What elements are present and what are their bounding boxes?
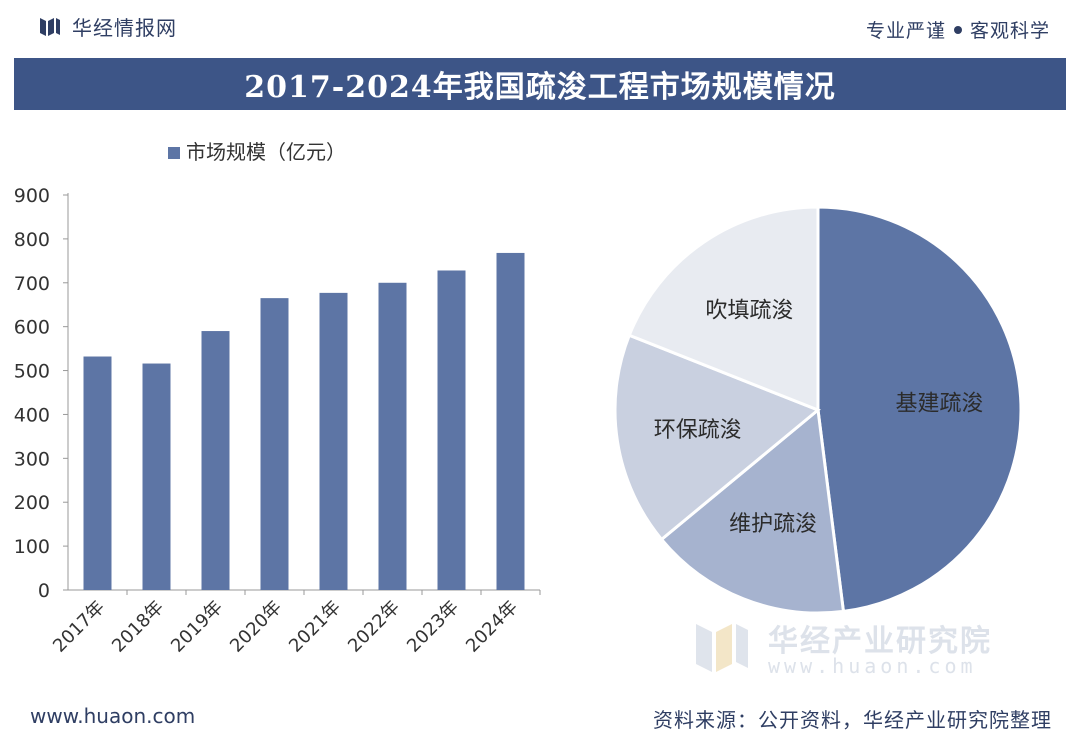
brand-name: 华经情报网 xyxy=(72,16,177,40)
watermark-logo-icon xyxy=(696,624,748,672)
bar xyxy=(437,270,466,590)
watermark-name: 华经产业研究院 xyxy=(768,624,992,659)
tagline-right: 客观科学 xyxy=(969,20,1050,42)
chart-title: 2017-2024年我国疏浚工程市场规模情况 xyxy=(244,70,836,105)
pie-slice xyxy=(627,205,820,413)
x-tick-label: 2024年 xyxy=(462,597,522,657)
x-tick-label: 2018年 xyxy=(108,597,168,657)
x-tick-label: 2022年 xyxy=(344,597,404,657)
y-tick-label: 600 xyxy=(14,317,50,339)
legend-label: 市场规模（亿元） xyxy=(186,140,346,164)
x-tick-label: 2017年 xyxy=(49,597,109,657)
bar xyxy=(378,282,407,590)
pie-slice-label: 吹填疏浚 xyxy=(706,298,794,323)
chart-area: 市场规模（亿元） 0 100 200 300 400 500 600 700 800 900 2017… xyxy=(0,112,1080,702)
pie-slice xyxy=(613,333,821,542)
y-tick-label: 500 xyxy=(14,361,50,383)
huajing-logo-icon xyxy=(40,17,60,36)
bar xyxy=(496,252,525,590)
legend-swatch xyxy=(168,147,180,159)
y-tick-label: 0 xyxy=(38,580,50,602)
footer-source: 资料来源：公开资料，华经产业研究院整理 xyxy=(653,708,1052,732)
y-tick-label: 800 xyxy=(14,229,50,251)
x-tick-label: 2023年 xyxy=(403,597,463,657)
pie-slice xyxy=(816,205,1023,614)
pie-slice xyxy=(659,407,846,615)
brand: 华经情报网 xyxy=(38,12,177,41)
tagline: 专业严谨 客观科学 xyxy=(866,16,1050,43)
footer-url: www.huaon.com xyxy=(30,704,196,728)
bar xyxy=(201,331,230,590)
pie-slice-label: 维护疏浚 xyxy=(729,512,817,537)
x-tick-label: 2020年 xyxy=(226,597,286,657)
x-tick-label: 2019年 xyxy=(167,597,227,657)
charts-canvas: 市场规模（亿元） 0 100 200 300 400 500 600 700 800 900 2017… xyxy=(14,140,1023,657)
bar xyxy=(260,298,289,590)
bar xyxy=(83,356,112,590)
x-tick-label: 2021年 xyxy=(285,597,345,657)
y-tick-label: 900 xyxy=(14,185,50,207)
bar xyxy=(142,363,171,590)
y-tick-label: 300 xyxy=(14,448,50,470)
title-bar: 2017-2024年我国疏浚工程市场规模情况 xyxy=(14,58,1066,110)
pie-slice-label: 环保疏浚 xyxy=(654,418,742,443)
y-tick-label: 700 xyxy=(14,273,50,295)
watermark-url: www.huaon.com xyxy=(768,654,977,678)
y-tick-label: 100 xyxy=(14,536,50,558)
separator-dot-icon xyxy=(953,25,962,34)
y-tick-label: 200 xyxy=(14,492,50,514)
pie-slice-label: 基建疏浚 xyxy=(896,391,984,416)
top-bar: 华经情报网 专业严谨 客观科学 xyxy=(0,0,1080,56)
bar xyxy=(319,292,348,590)
y-tick-label: 400 xyxy=(14,404,50,426)
tagline-left: 专业严谨 xyxy=(865,20,946,42)
